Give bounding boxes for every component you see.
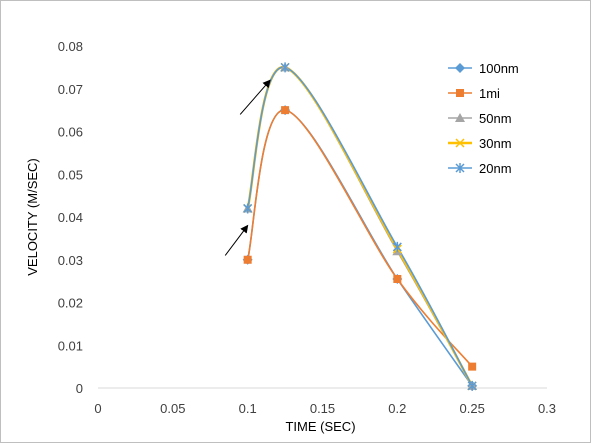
- x-tick-label: 0.05: [160, 401, 185, 416]
- legend-item-50nm: 50nm: [448, 111, 512, 126]
- y-tick-label: 0.02: [58, 296, 83, 311]
- annotation-arrow: [239, 79, 271, 115]
- y-tick-label: 0.06: [58, 125, 83, 140]
- y-tick-label: 0.03: [58, 253, 83, 268]
- y-tick-label: 0.01: [58, 338, 83, 353]
- data-point-1mi: [243, 255, 252, 264]
- annotation-arrows: [224, 79, 271, 256]
- legend-marker: [456, 89, 464, 97]
- legend-item-100nm: 100nm: [448, 61, 519, 76]
- legend-label: 1mi: [479, 86, 500, 101]
- x-tick-label: 0.3: [538, 401, 556, 416]
- legend-marker: [455, 113, 465, 122]
- series-lines: [246, 66, 474, 387]
- data-point-20nm: [243, 203, 253, 214]
- x-axis-title: TIME (SEC): [285, 419, 355, 434]
- data-point-1mi: [468, 362, 477, 371]
- legend-item-1mi: 1mi: [448, 86, 500, 101]
- data-point-1mi: [393, 274, 402, 283]
- legend-item-20nm: 20nm: [448, 161, 512, 176]
- legend-label: 100nm: [479, 61, 519, 76]
- y-axis-title: VELOCITY (M/SEC): [25, 158, 40, 276]
- annotation-arrow: [224, 224, 249, 256]
- x-tick-label: 0.1: [239, 401, 257, 416]
- legend-marker: [455, 163, 465, 173]
- data-point-20nm: [467, 380, 477, 391]
- series-line-20nm: [246, 66, 473, 387]
- y-tick-label: 0.04: [58, 210, 83, 225]
- data-point-20nm: [392, 241, 402, 252]
- y-tick-label: 0.07: [58, 82, 83, 97]
- legend: 100nm 1mi 50nm 30nm 20nm: [448, 61, 519, 176]
- series-markers: [242, 62, 478, 391]
- legend-label: 20nm: [479, 161, 512, 176]
- y-tick-label: 0.05: [58, 167, 83, 182]
- data-point-20nm: [280, 62, 290, 73]
- series-line-100nm: [246, 109, 473, 387]
- y-tick-label: 0: [76, 381, 83, 396]
- legend-item-30nm: 30nm: [448, 136, 512, 151]
- legend-marker: [455, 63, 465, 73]
- y-tick-labels: 0 0.01 0.02 0.03 0.04 0.05 0.06 0.07 0.08: [58, 39, 83, 396]
- legend-label: 50nm: [479, 111, 512, 126]
- x-tick-labels: 0 0.05 0.1 0.15 0.2 0.25 0.3: [94, 401, 556, 416]
- legend-label: 30nm: [479, 136, 512, 151]
- y-tick-label: 0.08: [58, 39, 83, 54]
- x-tick-label: 0: [94, 401, 101, 416]
- legend-marker: [455, 138, 465, 148]
- x-tick-label: 0.2: [388, 401, 406, 416]
- series-line-1mi: [246, 109, 473, 368]
- data-point-1mi: [281, 106, 290, 115]
- x-tick-label: 0.25: [460, 401, 485, 416]
- x-tick-label: 0.15: [310, 401, 335, 416]
